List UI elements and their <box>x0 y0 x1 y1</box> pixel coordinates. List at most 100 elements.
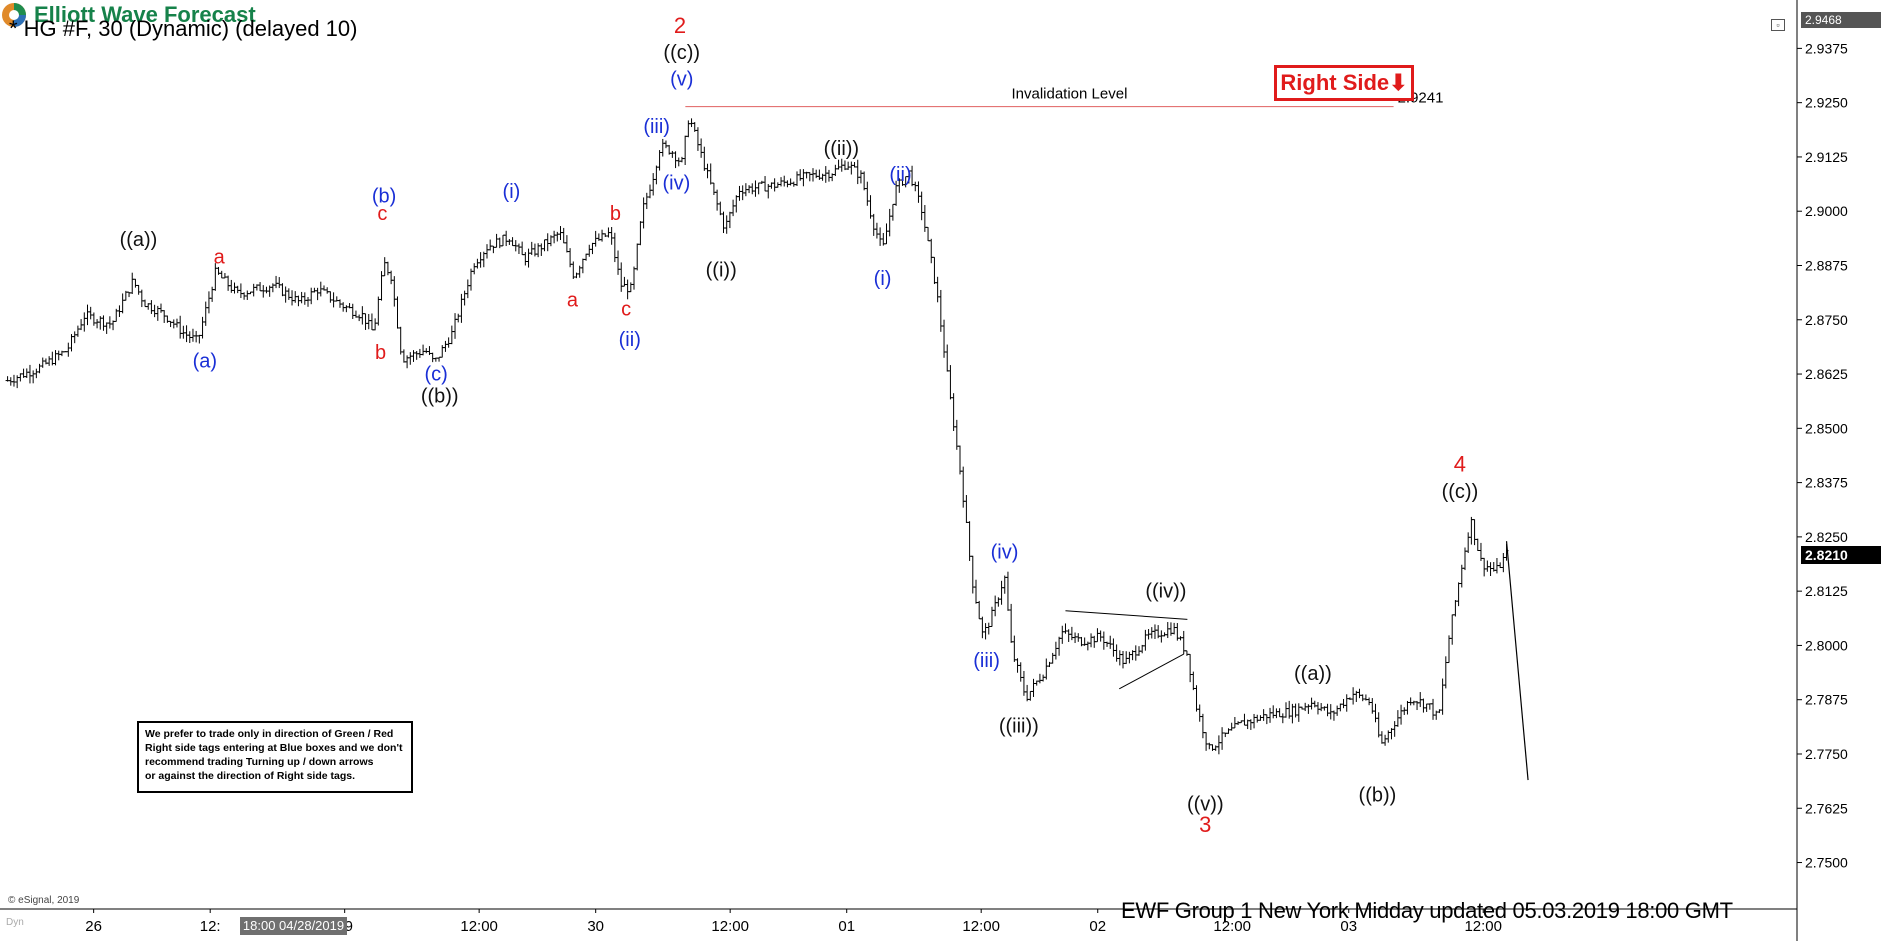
update-footer: EWF Group 1 New York Midday updated 05.0… <box>1121 898 1733 923</box>
ohlc-bar <box>1069 626 1074 641</box>
ohlc-bar <box>1098 630 1103 642</box>
ohlc-bar <box>315 287 320 301</box>
ohlc-bar <box>1383 734 1388 746</box>
wave-label: (ii) <box>619 329 641 351</box>
wave-label: ((c)) <box>663 42 700 64</box>
y-tick-label: 2.8250 <box>1805 529 1848 545</box>
ohlc-bar <box>1089 633 1094 648</box>
ohlc-bar <box>88 306 93 320</box>
ohlc-bar <box>456 313 461 323</box>
y-tick-label: 2.9375 <box>1805 40 1848 56</box>
ohlc-bar <box>571 261 576 279</box>
ohlc-bar <box>18 373 23 382</box>
ohlc-bar <box>1133 645 1138 661</box>
ohlc-bar <box>1440 678 1445 715</box>
x-tick-label: 12: <box>200 918 221 935</box>
ohlc-bar <box>392 276 397 307</box>
trading-note: We prefer to trade only in direction of … <box>137 721 413 793</box>
ohlc-bar <box>785 180 790 188</box>
ohlc-bar <box>325 287 330 294</box>
wave-label: (i) <box>874 268 892 290</box>
ohlc-bar <box>795 171 800 186</box>
ohlc-bar <box>1111 638 1116 657</box>
ohlc-bar <box>1194 685 1199 712</box>
window-restore-icon[interactable]: ▫ <box>1771 19 1785 31</box>
ohlc-bar <box>1351 687 1356 705</box>
ohlc-bar <box>101 315 106 331</box>
ohlc-bar <box>628 282 633 293</box>
ohlc-bar <box>986 622 991 635</box>
ohlc-bar <box>331 292 336 308</box>
wave-label: ((i)) <box>706 259 737 281</box>
y-tick-label: 2.8500 <box>1805 420 1848 436</box>
ohlc-bar <box>1424 703 1429 712</box>
wave-label: (b) <box>372 186 396 208</box>
wave-label: (iii) <box>643 116 670 138</box>
ohlc-bar <box>277 277 282 289</box>
ohlc-bar <box>590 242 595 255</box>
ohlc-bar <box>1242 713 1247 726</box>
ohlc-bar <box>1485 560 1490 572</box>
ohlc-bar <box>1415 700 1420 711</box>
ohlc-bar <box>382 257 387 277</box>
ohlc-bar <box>309 287 314 305</box>
wave-label: ((b)) <box>1359 785 1397 807</box>
triangle-upper-line <box>1065 610 1188 620</box>
ohlc-bar <box>555 231 560 242</box>
y-tick-label: 2.7875 <box>1805 692 1848 708</box>
logo-text: Elliott Wave Forecast <box>34 2 256 27</box>
ohlc-bar <box>453 313 458 339</box>
ohlc-bar <box>884 223 889 245</box>
y-tick-label: 2.8125 <box>1805 583 1848 599</box>
ohlc-bar <box>219 270 224 279</box>
note-line: We prefer to trade only in direction of … <box>145 728 394 740</box>
ohlc-bar <box>836 159 841 170</box>
ohlc-bar <box>1392 721 1397 737</box>
y-tick-label: 2.8750 <box>1805 312 1848 328</box>
x-tick-label: 12:00 <box>1213 918 1251 935</box>
ohlc-bar <box>1421 698 1426 713</box>
ohlc-bar <box>75 325 80 337</box>
symbol-title: * HG #F, 30 (Dynamic) (delayed 10) <box>9 16 358 41</box>
wave-label: ((v)) <box>1187 793 1224 815</box>
ohlc-bar <box>1213 745 1218 751</box>
ohlc-bar <box>686 120 691 138</box>
ohlc-bar <box>871 213 876 236</box>
ohlc-bar <box>398 326 403 355</box>
ohlc-bar <box>226 275 231 291</box>
y-tick-label: 2.7750 <box>1805 746 1848 762</box>
ohlc-bar <box>731 199 736 217</box>
ohlc-bar <box>756 182 761 195</box>
x-tick-label: 02 <box>1089 918 1106 935</box>
ohlc-bar <box>341 302 346 312</box>
ohlc-bar <box>1335 705 1340 716</box>
ohlc-bar <box>1357 688 1362 699</box>
ohlc-bar <box>133 278 138 288</box>
ohlc-bar <box>1284 702 1289 718</box>
ohlc-bar <box>753 180 758 197</box>
ohlc-bar <box>210 286 215 302</box>
ohlc-bar <box>587 244 592 257</box>
ohlc-bar <box>1031 678 1036 697</box>
ohlc-bar <box>66 342 71 357</box>
right-side-tag: Right Side⬇ <box>1274 65 1414 101</box>
ohlc-bar <box>932 256 937 285</box>
ohlc-bar <box>657 150 662 171</box>
ohlc-bar <box>31 370 36 384</box>
wave-label: b <box>375 342 386 364</box>
ohlc-bar <box>1408 697 1413 706</box>
ohlc-bar <box>980 616 985 639</box>
ohlc-bar <box>1255 714 1260 723</box>
wave-label: 4 <box>1454 452 1466 477</box>
ohlc-bar <box>1159 630 1164 643</box>
wave-label: (v) <box>670 68 693 90</box>
ohlc-bar <box>993 595 998 617</box>
ohlc-bar <box>1405 700 1410 715</box>
ohlc-bar <box>721 211 726 234</box>
ohlc-bar <box>200 316 205 339</box>
ohlc-bar <box>1060 625 1065 644</box>
ohlc-bar <box>258 282 263 292</box>
note-line: recommend trading Turning up / down arro… <box>145 756 374 768</box>
ohlc-bar <box>373 318 378 331</box>
